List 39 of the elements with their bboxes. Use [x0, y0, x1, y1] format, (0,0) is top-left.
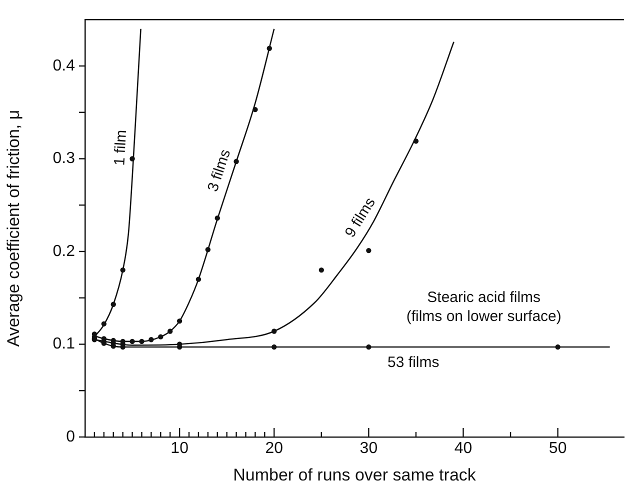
point: [176, 318, 182, 324]
point: [130, 338, 135, 344]
point: [110, 302, 116, 307]
point: [413, 138, 419, 144]
x-tick-label: 30: [360, 440, 378, 458]
point: [205, 247, 211, 252]
y-tick-label: 0.2: [52, 242, 76, 260]
point: [101, 321, 107, 326]
point: [272, 328, 277, 334]
y-axis-title: Average coefficient of friction, μ: [4, 110, 23, 347]
y-tick-label: 0.1: [52, 336, 76, 353]
series-label: 53 films: [388, 354, 440, 372]
x-tick-label: 50: [548, 440, 567, 458]
annotation: Stearic acid films (films on lower surface): [406, 289, 562, 326]
point: [196, 276, 202, 282]
text: 1 film: [111, 129, 130, 166]
point: [366, 344, 372, 350]
point: [158, 334, 164, 340]
point: [234, 158, 239, 164]
point: [266, 46, 272, 51]
point: [139, 338, 144, 344]
x-tick-label: 10: [170, 440, 189, 458]
point: [366, 248, 372, 254]
point: [120, 267, 126, 273]
y-tick-label: 0.3: [52, 150, 76, 168]
point: [214, 215, 220, 221]
x-tick-label: 20: [265, 440, 284, 458]
point: [130, 156, 135, 162]
x-tick-label: 40: [454, 440, 472, 458]
point: [272, 344, 277, 350]
text: 3 films: [204, 147, 234, 194]
point: [148, 337, 154, 342]
point: [252, 106, 258, 112]
point: [168, 328, 173, 334]
y-tick-label: 0.4: [52, 57, 76, 74]
x-axis-title: Number of runs over same track: [233, 465, 476, 484]
point: [555, 344, 560, 350]
point: [318, 267, 324, 273]
y-tick-label: 0: [66, 428, 76, 446]
